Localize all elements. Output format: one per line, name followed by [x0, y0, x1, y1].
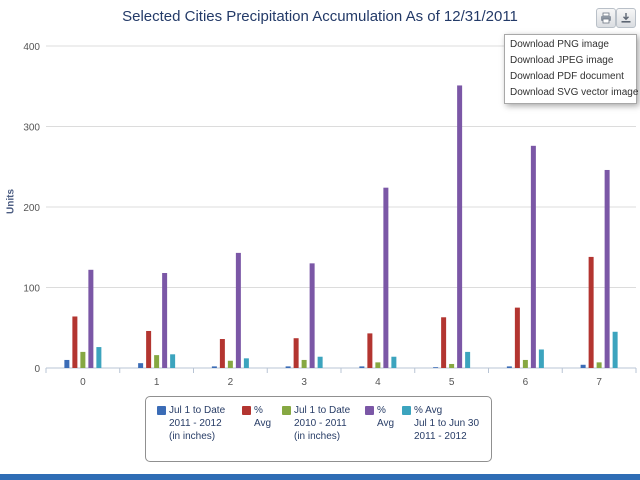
legend-swatch [282, 406, 291, 415]
bar [375, 362, 381, 368]
legend-swatch [365, 406, 374, 415]
bar [146, 330, 152, 368]
bar [530, 145, 536, 368]
bar [72, 316, 78, 368]
bar [293, 338, 299, 368]
y-tick-label: 0 [34, 364, 40, 375]
x-tick-label: 5 [449, 377, 455, 388]
bar [604, 169, 610, 368]
bar [162, 273, 168, 368]
menu-item-download-pdf[interactable]: Download PDF document [510, 71, 624, 82]
export-menu: Download PNG image Download JPEG image D… [504, 34, 639, 104]
menu-item-download-svg[interactable]: Download SVG vector image [510, 87, 639, 98]
x-tick-label: 3 [301, 377, 307, 388]
bar [227, 360, 233, 368]
bar [465, 351, 471, 368]
bar [243, 358, 249, 368]
bar [309, 263, 315, 368]
bar [219, 339, 225, 368]
bar [88, 269, 94, 368]
legend-label-line: 2011 - 2012 [169, 418, 222, 429]
bar [441, 317, 447, 368]
bar [138, 363, 144, 368]
download-icon [621, 13, 631, 23]
legend-label-line: Jul 1 to Date [169, 405, 226, 416]
bar [391, 356, 397, 368]
legend-label-line: Jul 1 to Jun 30 [414, 418, 480, 429]
bar [301, 359, 307, 368]
bar [514, 307, 520, 368]
bar [538, 349, 544, 368]
bar [359, 366, 365, 368]
bottom-border [0, 474, 640, 480]
x-tick-label: 1 [154, 377, 160, 388]
bar [457, 85, 463, 368]
bar [580, 364, 586, 368]
legend-label-line: (in inches) [294, 431, 341, 442]
bar [367, 333, 373, 368]
export-button[interactable] [616, 8, 636, 28]
bar [317, 356, 323, 368]
bar [235, 252, 241, 368]
legend-label-line: % [254, 405, 263, 416]
legend-label-line: Jul 1 to Date [294, 405, 351, 416]
bar [612, 331, 618, 368]
print-button[interactable] [596, 8, 616, 28]
bar [170, 354, 176, 368]
x-tick-label: 0 [80, 377, 86, 388]
bar [588, 256, 594, 368]
bar [506, 366, 512, 368]
bar [596, 362, 602, 368]
legend-label-line: 2010 - 2011 [294, 418, 347, 429]
y-tick-label: 200 [23, 203, 40, 214]
legend-label-line: (in inches) [169, 431, 216, 442]
bar [64, 359, 70, 368]
y-tick-label: 400 [23, 42, 40, 53]
bar [449, 363, 455, 368]
x-tick-label: 7 [596, 377, 602, 388]
legend-label-line: Avg [254, 418, 272, 429]
bar [96, 347, 102, 368]
bar [433, 367, 439, 368]
legend-swatch [402, 406, 411, 415]
y-tick-label: 300 [23, 123, 40, 134]
legend-label-line: % [377, 405, 386, 416]
x-tick-label: 6 [523, 377, 529, 388]
legend-label-line: Avg [377, 418, 395, 429]
legend-swatch [157, 406, 166, 415]
printer-icon [601, 12, 611, 24]
bar [522, 359, 528, 368]
menu-item-download-png[interactable]: Download PNG image [510, 39, 609, 50]
chart-title: Selected Cities Precipitation Accumulati… [122, 8, 518, 25]
y-tick-label: 100 [23, 284, 40, 295]
legend-label-line: % Avg [414, 405, 443, 416]
bar [285, 366, 291, 368]
bar [211, 366, 217, 368]
legend-label-line: 2011 - 2012 [414, 431, 467, 442]
legend-swatch [242, 406, 251, 415]
bar [80, 351, 86, 368]
bar [154, 355, 160, 368]
x-tick-label: 4 [375, 377, 381, 388]
menu-item-download-jpeg[interactable]: Download JPEG image [510, 55, 614, 66]
chart-legend: Jul 1 to Date 2011 - 2012 (in inches) % … [145, 396, 492, 462]
x-tick-label: 2 [228, 377, 234, 388]
bar [383, 187, 389, 368]
